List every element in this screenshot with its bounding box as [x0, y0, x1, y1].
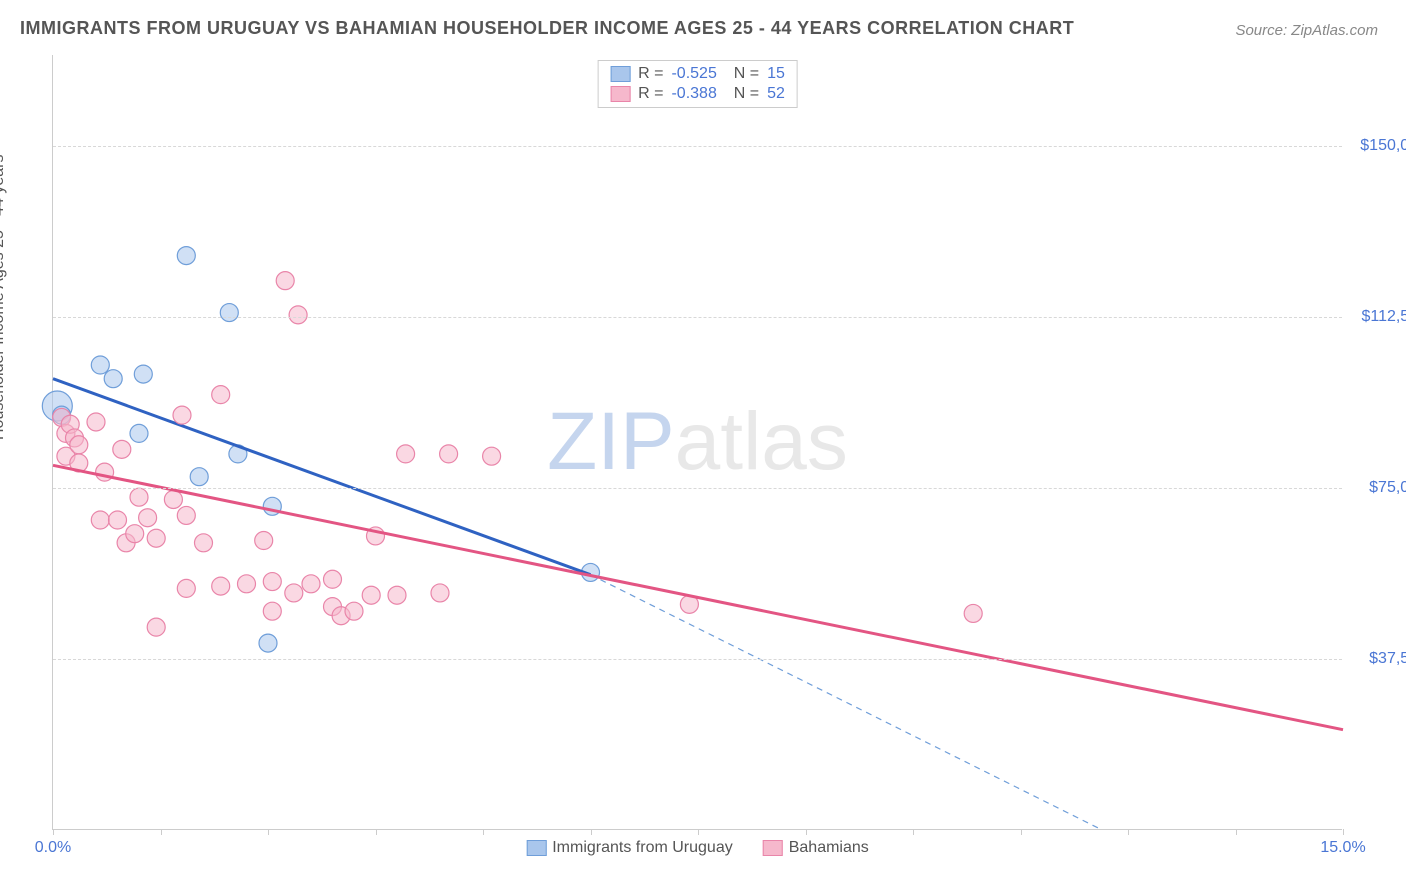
x-tick [376, 829, 377, 835]
x-tick [53, 829, 54, 835]
chart-plot-area: ZIPatlas R = -0.525 N = 15R = -0.388 N =… [52, 55, 1342, 830]
legend-n-value: 15 [767, 65, 785, 83]
scatter-point [388, 586, 406, 604]
x-tick [806, 829, 807, 835]
scatter-point [212, 386, 230, 404]
scatter-point [259, 634, 277, 652]
legend-correlation-box: R = -0.525 N = 15R = -0.388 N = 52 [597, 60, 798, 108]
legend-series-item: Immigrants from Uruguay [526, 839, 733, 857]
scatter-point [324, 570, 342, 588]
x-tick [591, 829, 592, 835]
legend-n-label: N = [725, 85, 759, 103]
scatter-point [91, 511, 109, 529]
x-tick [1236, 829, 1237, 835]
gridline [53, 659, 1342, 660]
scatter-point [362, 586, 380, 604]
scatter-point [345, 602, 363, 620]
y-tick-label: $112,500 [1347, 308, 1406, 326]
scatter-point [70, 436, 88, 454]
scatter-point [130, 488, 148, 506]
legend-series-item: Bahamians [763, 839, 869, 857]
x-tick [1128, 829, 1129, 835]
scatter-point [134, 365, 152, 383]
scatter-point [263, 602, 281, 620]
scatter-plot-svg [53, 55, 1342, 829]
legend-r-label: R = [638, 85, 663, 103]
x-tick [161, 829, 162, 835]
legend-swatch [610, 66, 630, 82]
legend-series: Immigrants from Uruguay Bahamians [518, 839, 877, 857]
scatter-point [285, 584, 303, 602]
x-tick [913, 829, 914, 835]
gridline [53, 317, 1342, 318]
legend-r-value: -0.525 [671, 65, 716, 83]
x-tick [698, 829, 699, 835]
scatter-point [431, 584, 449, 602]
scatter-point [289, 306, 307, 324]
scatter-point [212, 577, 230, 595]
scatter-point [255, 532, 273, 550]
scatter-point [126, 525, 144, 543]
scatter-point [164, 490, 182, 508]
x-tick [483, 829, 484, 835]
gridline [53, 146, 1342, 147]
scatter-point [113, 440, 131, 458]
scatter-point [397, 445, 415, 463]
x-tick [1343, 829, 1344, 835]
y-axis-label: Householder Income Ages 25 - 44 years [0, 155, 8, 441]
scatter-point [87, 413, 105, 431]
scatter-point [263, 573, 281, 591]
legend-series-label: Immigrants from Uruguay [552, 839, 733, 857]
scatter-point [190, 468, 208, 486]
scatter-point [130, 424, 148, 442]
legend-swatch [610, 86, 630, 102]
legend-series-label: Bahamians [789, 839, 869, 857]
legend-swatch [526, 840, 546, 856]
scatter-point [483, 447, 501, 465]
legend-correlation-row: R = -0.388 N = 52 [610, 85, 785, 103]
legend-swatch [763, 840, 783, 856]
x-tick-label: 0.0% [35, 839, 71, 857]
scatter-point [276, 272, 294, 290]
source-attribution: Source: ZipAtlas.com [1235, 22, 1378, 39]
legend-n-label: N = [725, 65, 759, 83]
scatter-point [220, 304, 238, 322]
scatter-point [173, 406, 191, 424]
scatter-point [177, 247, 195, 265]
x-tick-label: 15.0% [1320, 839, 1365, 857]
scatter-point [104, 370, 122, 388]
scatter-point [109, 511, 127, 529]
chart-title: IMMIGRANTS FROM URUGUAY VS BAHAMIAN HOUS… [20, 18, 1074, 39]
legend-correlation-row: R = -0.525 N = 15 [610, 65, 785, 83]
scatter-point [177, 579, 195, 597]
scatter-point [238, 575, 256, 593]
legend-n-value: 52 [767, 85, 785, 103]
scatter-point [302, 575, 320, 593]
gridline [53, 488, 1342, 489]
scatter-point [177, 506, 195, 524]
scatter-point [91, 356, 109, 374]
scatter-point [195, 534, 213, 552]
legend-r-label: R = [638, 65, 663, 83]
trend-line-extension [591, 575, 1103, 830]
scatter-point [139, 509, 157, 527]
x-tick [1021, 829, 1022, 835]
trend-line [53, 465, 1343, 729]
scatter-point [147, 529, 165, 547]
y-tick-label: $150,000 [1347, 137, 1406, 155]
x-tick [268, 829, 269, 835]
scatter-point [440, 445, 458, 463]
scatter-point [964, 604, 982, 622]
scatter-point [147, 618, 165, 636]
y-tick-label: $37,500 [1347, 650, 1406, 668]
y-tick-label: $75,000 [1347, 479, 1406, 497]
legend-r-value: -0.388 [671, 85, 716, 103]
